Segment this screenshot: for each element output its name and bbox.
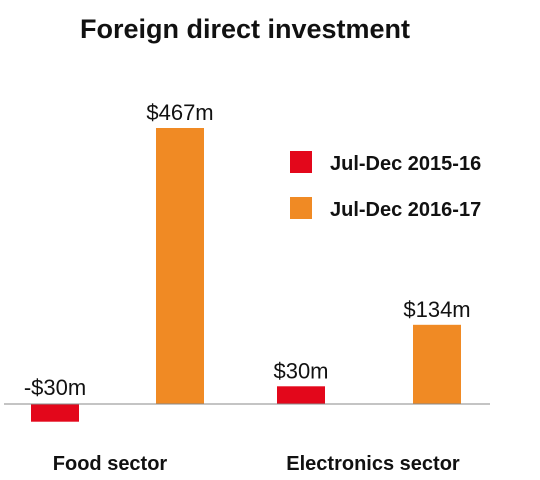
chart-title: Foreign direct investment bbox=[80, 14, 410, 44]
data-label-electronics-sector-series-1: $134m bbox=[403, 297, 470, 322]
legend-swatch-series-1 bbox=[290, 197, 312, 219]
bar-electronics-sector-series-1 bbox=[413, 324, 461, 404]
data-label-food-sector-series-1: $467m bbox=[146, 100, 213, 125]
data-label-electronics-sector-series-0: $30m bbox=[273, 358, 328, 383]
bar-food-sector-series-1 bbox=[156, 128, 204, 404]
category-label-food-sector: Food sector bbox=[53, 453, 168, 475]
bar-food-sector-series-0 bbox=[31, 404, 79, 422]
category-label-electronics-sector: Electronics sector bbox=[286, 453, 460, 475]
legend-label-series-1: Jul-Dec 2016-17 bbox=[330, 199, 481, 221]
legend-swatch-series-0 bbox=[290, 151, 312, 173]
data-label-food-sector-series-0: -$30m bbox=[24, 375, 86, 400]
bar-electronics-sector-series-0 bbox=[277, 386, 325, 404]
bars: -$30m $30m $467m $134m bbox=[24, 100, 471, 422]
legend: Jul-Dec 2015-16 Jul-Dec 2016-17 bbox=[290, 151, 481, 221]
legend-label-series-0: Jul-Dec 2015-16 bbox=[330, 153, 481, 175]
